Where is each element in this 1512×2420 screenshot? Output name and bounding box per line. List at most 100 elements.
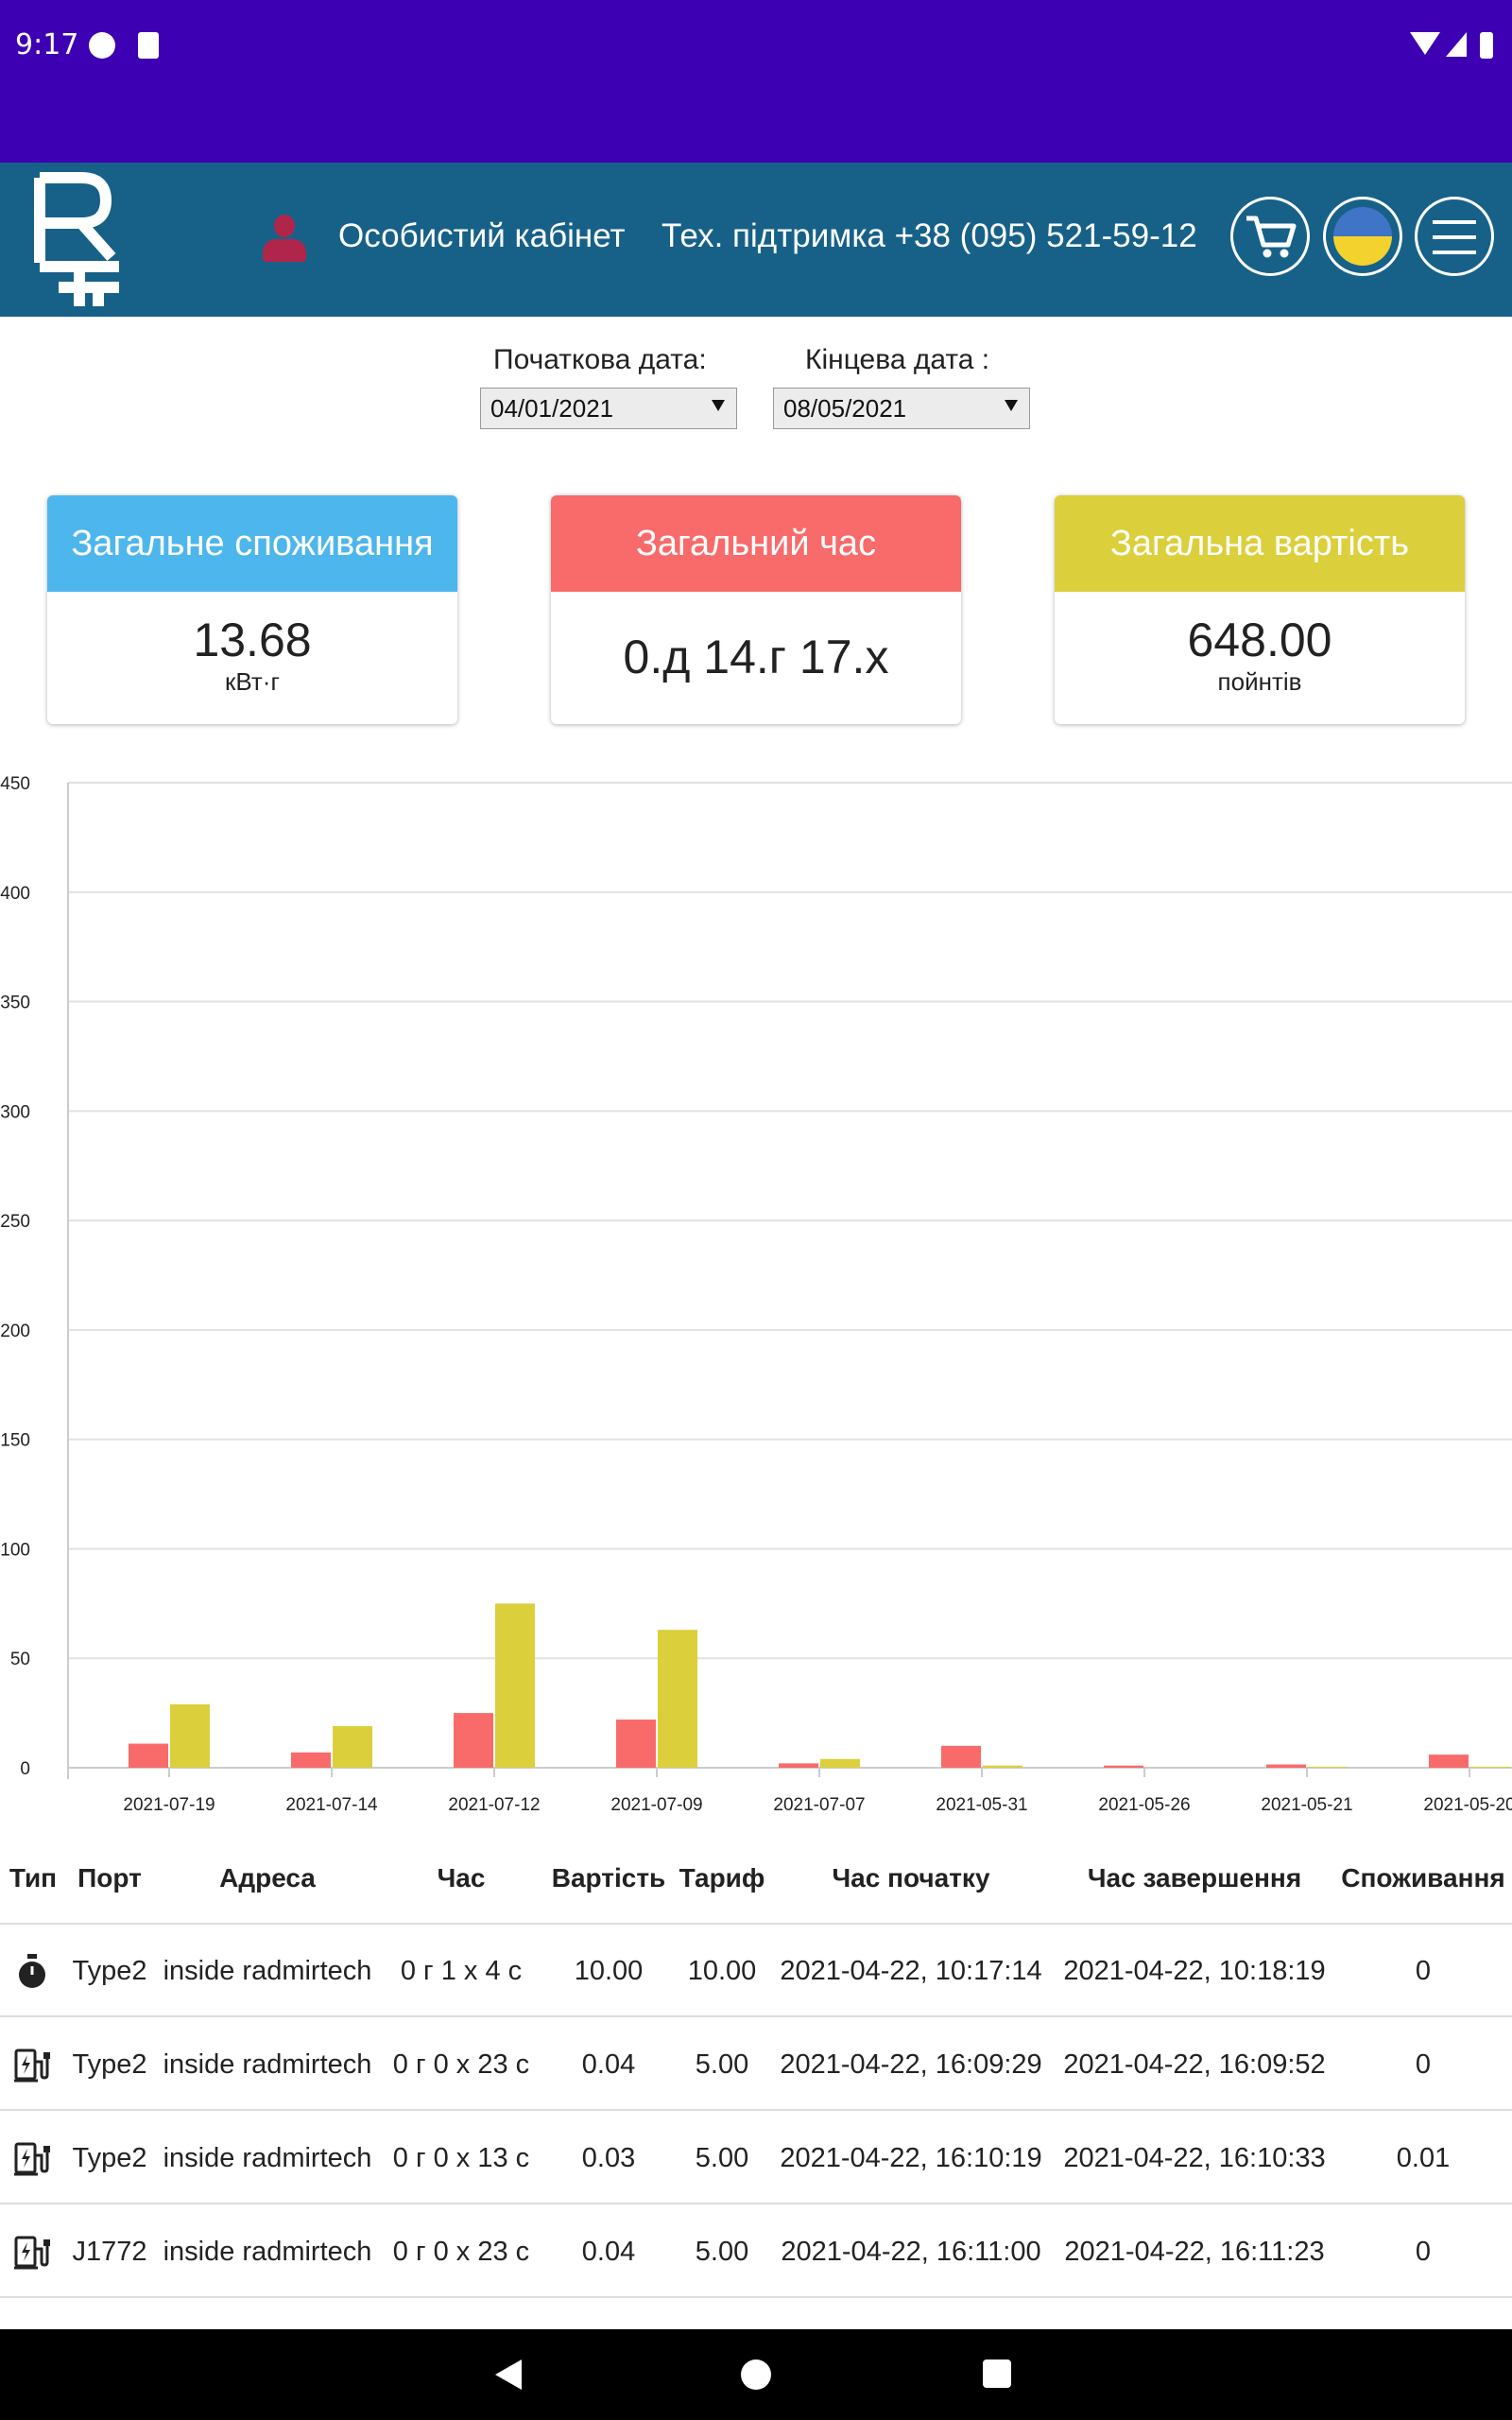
x-tick-label: 2021-07-14 xyxy=(285,1795,378,1815)
cell-port: J1772 xyxy=(72,2237,147,2267)
system-nav-bar xyxy=(0,2329,1512,2420)
y-tick-label: 150 xyxy=(0,1431,30,1451)
cell-consumption: 0 xyxy=(1415,2049,1432,2080)
cell-address: inside radmirtech xyxy=(163,1956,372,1986)
cell-address: inside radmirtech xyxy=(163,2049,372,2080)
language-button[interactable] xyxy=(1323,197,1402,276)
cell-start: 2021-04-22, 16:09:29 xyxy=(780,2049,1042,2080)
y-tick-label: 250 xyxy=(0,1212,30,1232)
y-tick-label: 200 xyxy=(0,1322,30,1341)
bar xyxy=(983,1765,1022,1768)
start-date-value: 04/01/2021 xyxy=(490,394,614,423)
table-row[interactable]: Type2 inside radmirtech 0 г 0 х 13 с 0.03 5.… xyxy=(0,2112,1512,2204)
column-header[interactable]: Вартість xyxy=(551,1863,666,1893)
y-tick-label: 350 xyxy=(0,994,30,1013)
cart-button[interactable] xyxy=(1230,197,1310,276)
x-tick-label: 2021-07-09 xyxy=(610,1795,702,1815)
cell-cost: 0.04 xyxy=(581,2237,636,2267)
status-time: 9:17 xyxy=(15,28,79,61)
bar xyxy=(333,1726,372,1768)
signal-icon xyxy=(1446,32,1467,57)
bar xyxy=(454,1713,493,1768)
column-header[interactable]: Споживання xyxy=(1341,1863,1505,1893)
cell-tariff: 5.00 xyxy=(695,2237,749,2267)
column-header[interactable]: Порт xyxy=(77,1863,142,1893)
charging-station-icon xyxy=(13,2047,51,2084)
wifi-icon xyxy=(1410,32,1440,55)
consumption-unit: кВт·г xyxy=(225,667,280,696)
home-icon[interactable] xyxy=(741,2360,771,2390)
personal-cabinet-link[interactable]: Особистий кабінет xyxy=(338,217,626,254)
cost-card: Загальна вартість 648.00 пойнтів xyxy=(1055,495,1465,724)
x-tick-label: 2021-05-21 xyxy=(1261,1795,1352,1815)
time-card: Загальний час 0.д 14.г 17.х xyxy=(551,495,961,724)
back-icon[interactable] xyxy=(495,2360,522,2390)
cost-unit: пойнтів xyxy=(1217,667,1302,696)
cell-consumption: 0 xyxy=(1415,1956,1432,1986)
x-tick-label: 2021-07-19 xyxy=(123,1795,215,1815)
start-date-label: Початкова дата: xyxy=(493,344,707,375)
top-navbar: Особистий кабінет Тех. підтримка +38 (09… xyxy=(0,163,1512,317)
column-header[interactable]: Час початку xyxy=(832,1863,990,1893)
cell-end: 2021-04-22, 16:09:52 xyxy=(1063,2049,1326,2080)
cost-value: 648.00 xyxy=(1187,614,1332,666)
start-date-select[interactable]: 04/01/2021 xyxy=(480,388,737,429)
user-icon[interactable] xyxy=(263,215,306,264)
x-tick-label: 2021-07-07 xyxy=(773,1795,865,1815)
app-notification-icon xyxy=(89,32,115,59)
table-row[interactable]: Type2 inside radmirtech 0 г 0 х 23 с 0.04 5.… xyxy=(0,2018,1512,2111)
y-tick-label: 0 xyxy=(20,1759,30,1779)
support-phone-link[interactable]: Тех. підтримка +38 (095) 521-59-12 xyxy=(662,217,1197,254)
cell-cost: 10.00 xyxy=(574,1956,644,1986)
bar xyxy=(779,1763,818,1768)
cell-start: 2021-04-22, 16:10:19 xyxy=(780,2143,1042,2173)
column-header[interactable]: Час завершення xyxy=(1087,1863,1302,1893)
cell-time: 0 г 0 х 23 с xyxy=(392,2049,530,2080)
cell-time: 0 г 1 х 4 с xyxy=(400,1956,523,1986)
cell-start: 2021-04-22, 16:11:00 xyxy=(781,2237,1041,2267)
status-bar: 9:17 xyxy=(0,0,1512,163)
cell-tariff: 10.00 xyxy=(687,1956,757,1986)
consumption-value: 13.68 xyxy=(193,614,312,666)
cell-cost: 0.04 xyxy=(581,2049,636,2080)
dropdown-arrow-icon xyxy=(712,400,725,411)
cell-end: 2021-04-22, 16:11:23 xyxy=(1064,2237,1325,2267)
bar xyxy=(1104,1765,1143,1768)
table-row[interactable]: Type2 inside radmirtech 0 г 1 х 4 с 10.00 10… xyxy=(0,1925,1512,2017)
cell-end: 2021-04-22, 16:10:33 xyxy=(1063,2143,1326,2173)
brand-logo[interactable] xyxy=(32,172,127,310)
bar xyxy=(1308,1766,1348,1768)
y-tick-label: 50 xyxy=(10,1650,30,1669)
y-tick-label: 300 xyxy=(0,1102,30,1122)
end-date-label: Кінцева дата : xyxy=(805,344,990,375)
consumption-card: Загальне споживання 13.68 кВт·г xyxy=(47,495,457,724)
cell-port: Type2 xyxy=(72,2049,147,2080)
stopwatch-icon xyxy=(13,1953,51,1991)
recent-apps-icon[interactable] xyxy=(983,2360,1011,2388)
dropdown-arrow-icon xyxy=(1005,400,1018,411)
time-title: Загальний час xyxy=(551,495,961,592)
hamburger-icon xyxy=(1433,220,1476,224)
column-header[interactable]: Адреса xyxy=(219,1863,316,1893)
column-header[interactable]: Тип xyxy=(9,1863,58,1893)
cell-end: 2021-04-22, 10:18:19 xyxy=(1063,1956,1326,1986)
cell-consumption: 0.01 xyxy=(1396,2143,1451,2173)
y-tick-label: 450 xyxy=(0,774,30,794)
bar xyxy=(1266,1764,1306,1768)
end-date-select[interactable]: 08/05/2021 xyxy=(773,388,1030,429)
sd-card-icon xyxy=(138,32,159,59)
cell-start: 2021-04-22, 10:17:14 xyxy=(780,1956,1042,1986)
bar xyxy=(616,1720,656,1768)
table-header: Тип Порт Адреса Час Вартість Тариф Час початку… xyxy=(0,1832,1512,1925)
cell-time: 0 г 0 х 13 с xyxy=(392,2143,530,2173)
cost-title: Загальна вартість xyxy=(1055,495,1465,592)
column-header[interactable]: Час xyxy=(437,1863,486,1893)
end-date-value: 08/05/2021 xyxy=(783,394,907,423)
column-header[interactable]: Тариф xyxy=(679,1863,765,1893)
charging-station-icon xyxy=(13,2140,51,2178)
bar xyxy=(820,1758,860,1768)
charging-station-icon xyxy=(13,2234,51,2272)
menu-button[interactable] xyxy=(1415,197,1494,276)
table-row[interactable]: J1772 inside radmirtech 0 г 0 х 23 с 0.04 5.… xyxy=(0,2205,1512,2298)
y-tick-label: 100 xyxy=(0,1540,30,1560)
